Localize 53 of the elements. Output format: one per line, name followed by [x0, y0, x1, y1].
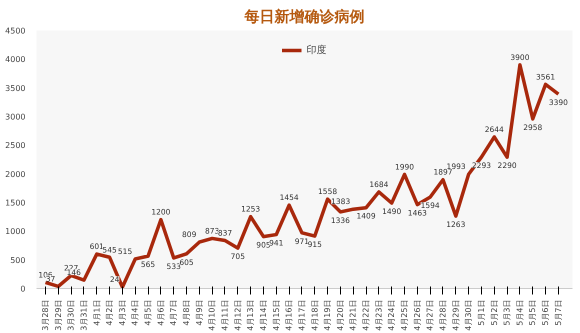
x-tick-label: 4月23日 — [374, 299, 384, 331]
x-tick-label: 4月4日 — [130, 299, 140, 326]
x-tick-label: 3月28日 — [40, 299, 50, 331]
x-tick-label: 4月9日 — [194, 299, 204, 326]
x-tick-label: 4月15日 — [272, 299, 281, 331]
x-tick-label: 4月6日 — [156, 299, 166, 326]
x-tick-label: 4月21日 — [348, 299, 358, 331]
x-tick-label: 5月4日 — [515, 299, 524, 326]
legend-label: 印度 — [306, 44, 326, 57]
x-tick-label: 4月11日 — [220, 299, 230, 331]
x-tick-label: 4月1日 — [92, 299, 102, 326]
x-tick-label: 5月2日 — [490, 299, 499, 326]
y-tick-label: 500 — [10, 256, 26, 265]
x-tick-label: 4月13日 — [246, 299, 256, 331]
y-tick-label: 0 — [20, 284, 26, 294]
y-tick-label: 1000 — [5, 227, 26, 236]
x-tick-label: 5月7日 — [554, 299, 563, 326]
x-tick-label: 5月3日 — [502, 299, 512, 326]
x-tick-label: 5月5日 — [528, 299, 538, 326]
x-tick-label: 4月12日 — [233, 299, 242, 331]
x-tick-label: 3月29日 — [54, 299, 63, 331]
y-tick-label: 4500 — [5, 26, 26, 36]
y-tick-label: 2000 — [5, 170, 26, 179]
x-tick-label: 4月19日 — [323, 299, 332, 331]
chart-title: 每日新增确诊病例 — [244, 8, 364, 26]
x-tick-label: 4月2日 — [105, 299, 114, 326]
x-tick-label: 4月17日 — [297, 299, 306, 331]
x-tick-label: 4月24日 — [387, 299, 396, 331]
x-tick-label: 4月27日 — [426, 299, 435, 331]
x-tick-label: 4月26日 — [412, 299, 422, 331]
x-tick-label: 4月7日 — [169, 299, 178, 326]
y-tick-label: 2500 — [5, 141, 26, 150]
x-tick-label: 4月10日 — [208, 299, 217, 331]
y-tick-label: 3500 — [5, 84, 26, 93]
x-tick-label: 3月31日 — [79, 299, 88, 331]
x-tick-label: 3月30日 — [66, 299, 76, 331]
x-tick-label: 4月8日 — [182, 299, 192, 326]
x-tick-label: 4月22日 — [362, 299, 371, 331]
y-tick-label: 3000 — [5, 112, 26, 122]
x-tick-label: 4月16日 — [284, 299, 294, 331]
x-tick-label: 4月3日 — [118, 299, 127, 326]
x-tick-label: 4月20日 — [336, 299, 345, 331]
y-tick-label: 1500 — [5, 198, 26, 208]
x-tick-label: 4月14日 — [258, 299, 268, 331]
x-tick-label: 4月18日 — [310, 299, 320, 331]
x-tick-label: 4月25日 — [400, 299, 410, 331]
y-tick-label: 4000 — [5, 55, 26, 64]
x-tick-label: 4月30日 — [464, 299, 474, 331]
x-tick-label: 5月6日 — [541, 299, 550, 326]
x-tick-label: 4月5日 — [144, 299, 153, 326]
x-tick-label: 5月1日 — [476, 299, 486, 326]
x-tick-label: 4月29日 — [451, 299, 460, 331]
x-tick-label: 4月28日 — [438, 299, 448, 331]
